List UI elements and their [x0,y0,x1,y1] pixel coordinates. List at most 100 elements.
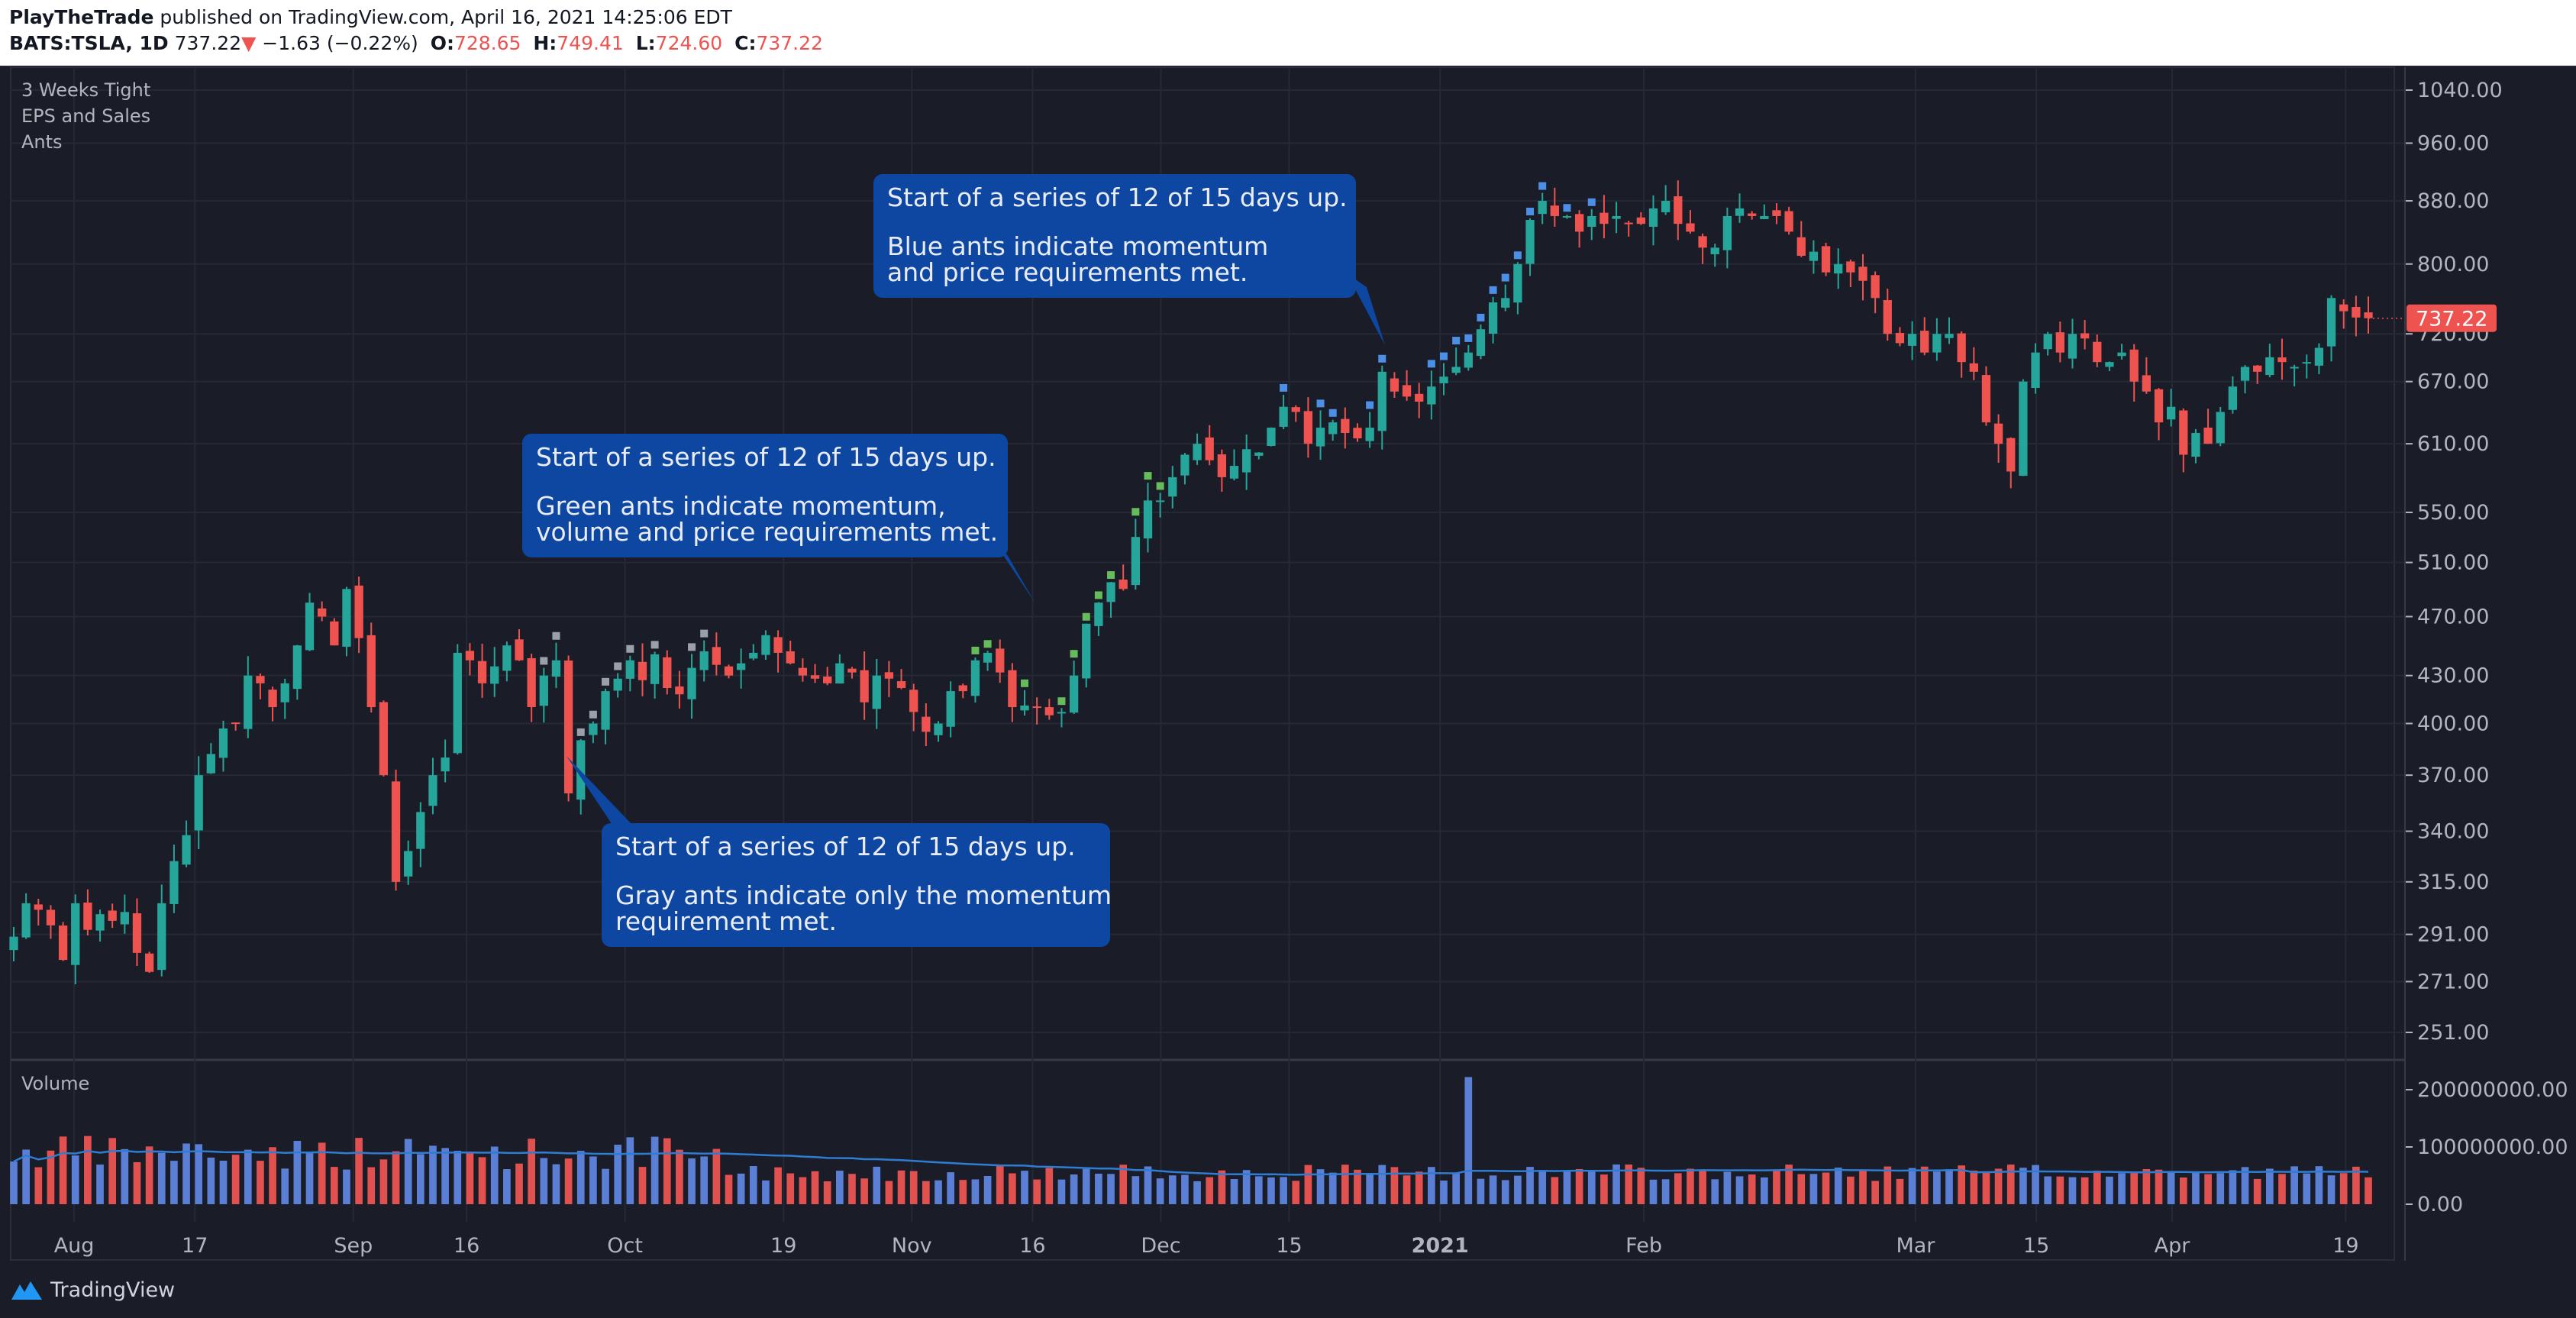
candle-body-up [1155,500,1165,502]
time-axis-label: Nov [892,1234,932,1258]
volume-bar [2278,1174,2286,1204]
volume-bar [466,1152,474,1204]
high-label: H: [533,32,557,54]
volume-bar [441,1148,449,1204]
volume-bar [1625,1165,1633,1204]
volume-bar [552,1164,560,1204]
author-name[interactable]: PlayTheTrade [9,6,154,28]
price-change: −1.63 (−0.22%) [262,32,418,54]
candle-body-down [1574,214,1584,232]
volume-bar [1982,1173,1990,1204]
volume-bar [490,1146,499,1204]
volume-bar [2130,1173,2139,1204]
ant-marker [1021,679,1029,687]
candle-body-up [206,754,215,774]
candle-body-up [120,912,129,925]
last-price-badge [2407,304,2497,332]
indicator-3-weeks-tight[interactable]: 3 Weeks Tight [21,79,151,101]
candle-body-up [305,602,315,651]
volume-bar [231,1155,240,1204]
candle-body-up [1612,215,1621,219]
volume-bar [244,1149,252,1204]
volume-bar [1994,1168,2003,1204]
last-price-label: 737.22 [2416,308,2487,331]
candle-body-up [441,757,450,772]
volume-bar [1748,1174,1756,1204]
volume-bar [182,1143,190,1204]
volume-bar [1009,1173,1016,1204]
volume-bar [860,1178,868,1204]
candle-body-up [2105,362,2114,367]
tradingview-brand[interactable]: TradingView [50,1278,176,1302]
callout-green-ants: Start of a series of 12 of 15 days up. G… [522,434,1008,557]
close-label: C: [734,32,757,54]
volume-bar [1280,1177,1287,1204]
volume-bar [1908,1168,1916,1204]
volume-pane-label[interactable]: Volume [21,1073,90,1094]
candle-body-up [1057,712,1067,714]
plot-frame [10,66,2395,1261]
volume-bar [1206,1177,1214,1204]
time-axis-label: Aug [54,1234,95,1258]
volume-bar [1477,1178,1485,1204]
candle-body-down [465,651,475,661]
volume-bar [281,1168,289,1204]
price-axis-label: 400.00 [2417,712,2489,735]
volume-bar [1057,1179,1066,1204]
candle-body-down [2339,304,2348,312]
candle-body-up [1106,582,1115,602]
indicator-eps-sales[interactable]: EPS and Sales [21,105,151,127]
volume-bar [1341,1165,1349,1204]
candle-body-down [1920,331,1929,353]
candle-body-up [1180,454,1190,476]
ohlc-line: BATS:TSLA, 1D 737.22▼ −1.63 (−0.22%) O:7… [9,32,823,54]
volume-bar [897,1170,905,1204]
candle-body-up [342,589,351,647]
candle-body-down [1883,299,1892,334]
candle-body-down [1353,428,1362,439]
volume-bar [638,1167,647,1204]
candle-body-down [1217,454,1227,477]
candle-body-down [354,585,363,638]
volume-bar [1156,1178,1164,1204]
candle-body-down [638,661,647,680]
volume-bar [343,1169,350,1204]
candle-body-up [2314,347,2324,366]
ant-marker [1538,182,1547,190]
candle-body-down [1895,333,1905,344]
candle-body-down [1784,211,1793,232]
volume-bar [1970,1170,1978,1204]
volume-bar [1254,1176,1263,1204]
volume-bar [1378,1165,1386,1204]
volume-bar [170,1161,178,1204]
volume-axis-label: 0.00 [2417,1193,2463,1216]
chart-header: PlayTheTrade published on TradingView.co… [0,0,2576,67]
volume-bar [2142,1169,2151,1204]
candle-body-down [724,666,734,676]
volume-bar [503,1169,511,1204]
symbol-label[interactable]: BATS:TSLA, 1D [9,32,169,54]
candle-body-up [1279,406,1288,427]
candle-body-down [1390,378,1399,392]
volume-bar [2216,1173,2225,1204]
volume-bar [1563,1170,1571,1204]
candle-body-up [1094,602,1103,626]
volume-bar [478,1157,486,1204]
volume-bar [1920,1166,1929,1204]
volume-bar [971,1179,980,1204]
indicator-ants[interactable]: Ants [21,131,63,153]
candle-body-down [2253,365,2262,372]
time-axis-label: Feb [1625,1234,1662,1258]
volume-bar [84,1135,92,1204]
candle-body-up [576,740,586,800]
candle-body-down [2093,341,2102,363]
volume-bar [71,1155,79,1204]
tradingview-logo-icon[interactable] [9,1277,44,1303]
candle-body-down [366,635,376,708]
volume-bar [700,1156,709,1204]
candle-body-up [2290,367,2299,369]
candle-body-up [699,651,709,670]
callout-pointer-gray [567,756,632,825]
candle-body-up [1193,444,1202,460]
candle-body-up [2326,298,2336,347]
